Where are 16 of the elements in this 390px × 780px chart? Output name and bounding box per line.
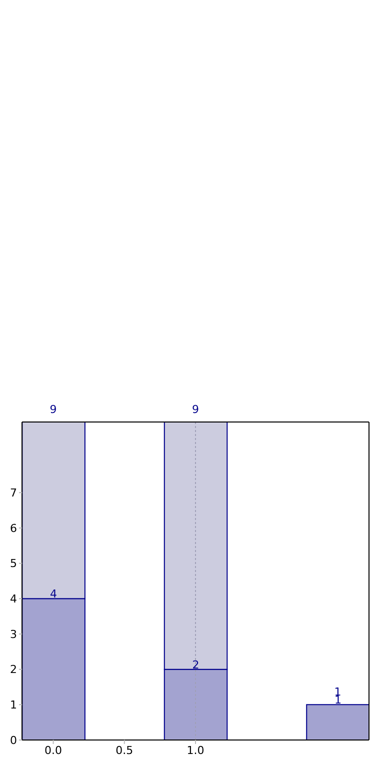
x-tick-label: 0.0	[44, 744, 62, 757]
bar	[306, 704, 369, 740]
y-tick-label: 4	[10, 592, 17, 606]
y-tick-label: 2	[10, 663, 17, 676]
y-tick-label: 1	[10, 698, 17, 712]
data-label: 2	[192, 658, 200, 672]
data-label: 4	[50, 588, 58, 601]
total-label: 9	[50, 403, 57, 416]
y-tick-label: 3	[10, 628, 17, 641]
x-tick-label: 0.5	[116, 744, 134, 757]
total-label: 9	[192, 403, 199, 416]
y-tick-label: 0	[10, 734, 17, 747]
y-tick-label: 7	[10, 486, 17, 500]
y-tick-label: 6	[10, 522, 17, 535]
y-tick-label: 5	[10, 557, 17, 570]
x-tick-label: 1.0	[186, 744, 204, 757]
